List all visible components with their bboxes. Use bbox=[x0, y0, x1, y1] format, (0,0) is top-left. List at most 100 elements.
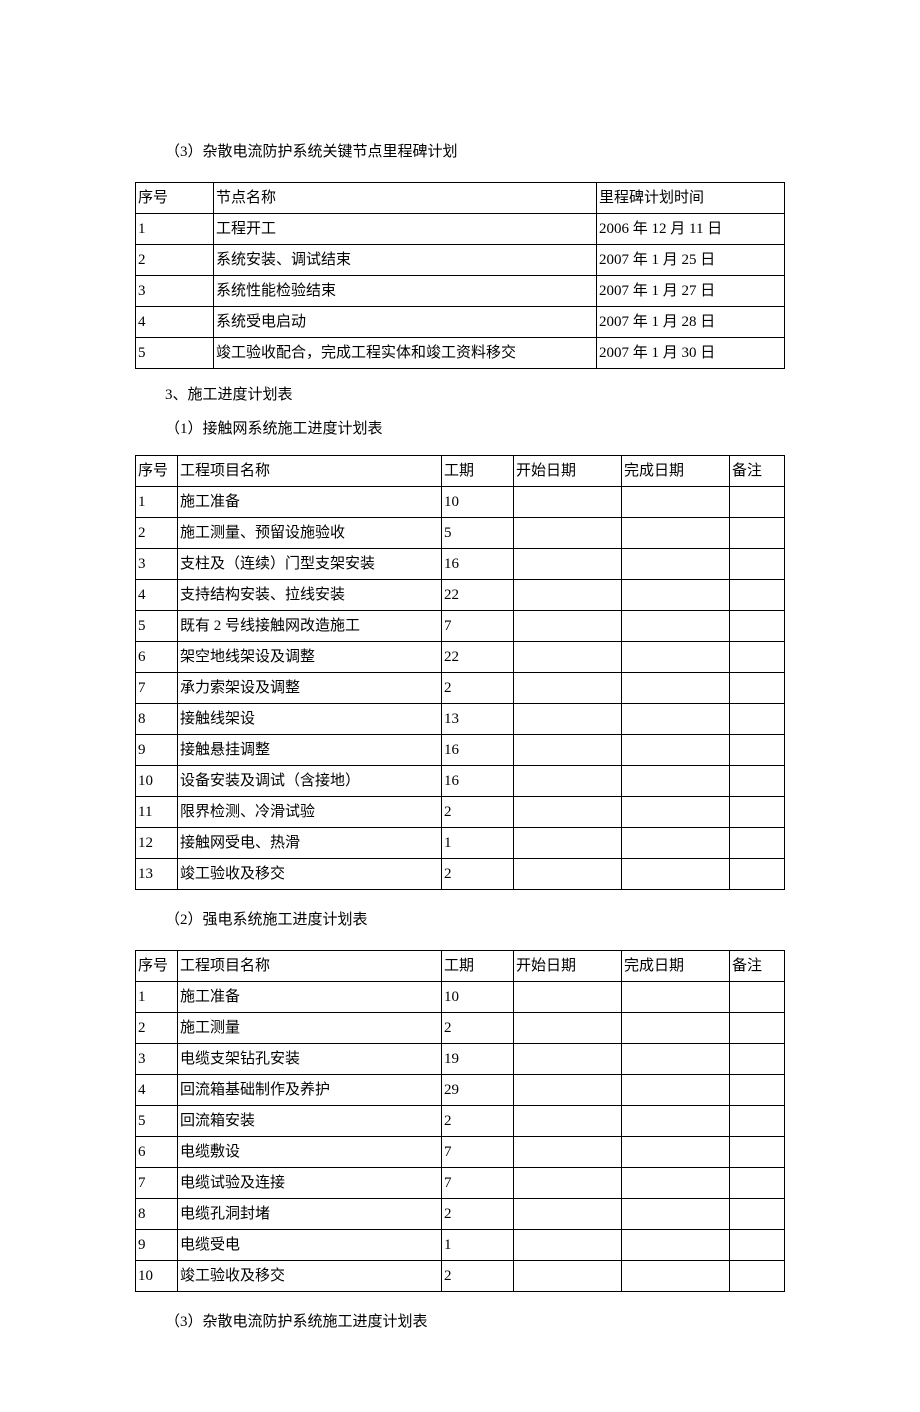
cell-start bbox=[514, 797, 622, 828]
cell-name: 接触网受电、热滑 bbox=[178, 828, 442, 859]
table-row: 3电缆支架钻孔安装19 bbox=[136, 1044, 785, 1075]
cell-time: 2007 年 1 月 27 日 bbox=[597, 276, 785, 307]
cell-name: 系统受电启动 bbox=[214, 307, 597, 338]
table-row: 8电缆孔洞封堵2 bbox=[136, 1199, 785, 1230]
cell-name: 设备安装及调试（含接地） bbox=[178, 766, 442, 797]
table-row: 1施工准备10 bbox=[136, 487, 785, 518]
cell-name: 竣工验收配合，完成工程实体和竣工资料移交 bbox=[214, 338, 597, 369]
cell-start bbox=[514, 1044, 622, 1075]
cell-seq: 5 bbox=[136, 1106, 178, 1137]
cell-end bbox=[622, 580, 730, 611]
header-seq: 序号 bbox=[136, 951, 178, 982]
cell-period: 1 bbox=[442, 828, 514, 859]
cell-seq: 3 bbox=[136, 276, 214, 307]
cell-end bbox=[622, 859, 730, 890]
cell-end bbox=[622, 1137, 730, 1168]
cell-period: 7 bbox=[442, 1168, 514, 1199]
cell-note bbox=[730, 1199, 785, 1230]
header-name: 节点名称 bbox=[214, 183, 597, 214]
cell-end bbox=[622, 982, 730, 1013]
table-row: 13竣工验收及移交2 bbox=[136, 859, 785, 890]
cell-seq: 10 bbox=[136, 1261, 178, 1292]
cell-note bbox=[730, 1168, 785, 1199]
cell-seq: 1 bbox=[136, 487, 178, 518]
cell-note bbox=[730, 611, 785, 642]
section-2-sub3-title: （3）杂散电流防护系统施工进度计划表 bbox=[135, 1310, 785, 1334]
cell-period: 7 bbox=[442, 611, 514, 642]
cell-end bbox=[622, 1013, 730, 1044]
cell-seq: 4 bbox=[136, 580, 178, 611]
table-row: 8接触线架设13 bbox=[136, 704, 785, 735]
cell-end bbox=[622, 797, 730, 828]
cell-name: 施工准备 bbox=[178, 487, 442, 518]
cell-start bbox=[514, 1168, 622, 1199]
cell-note bbox=[730, 1230, 785, 1261]
table-row: 7电缆试验及连接7 bbox=[136, 1168, 785, 1199]
cell-time: 2007 年 1 月 25 日 bbox=[597, 245, 785, 276]
cell-name: 限界检测、冷滑试验 bbox=[178, 797, 442, 828]
cell-period: 16 bbox=[442, 735, 514, 766]
table-row: 6电缆敷设7 bbox=[136, 1137, 785, 1168]
cell-period: 16 bbox=[442, 549, 514, 580]
cell-period: 10 bbox=[442, 982, 514, 1013]
cell-period: 2 bbox=[442, 859, 514, 890]
cell-note bbox=[730, 642, 785, 673]
table-row: 5竣工验收配合，完成工程实体和竣工资料移交2007 年 1 月 30 日 bbox=[136, 338, 785, 369]
cell-name: 接触悬挂调整 bbox=[178, 735, 442, 766]
cell-end bbox=[622, 518, 730, 549]
cell-note bbox=[730, 1137, 785, 1168]
section-2-sub2-title: （2）强电系统施工进度计划表 bbox=[135, 908, 785, 932]
cell-note bbox=[730, 1013, 785, 1044]
cell-period: 2 bbox=[442, 673, 514, 704]
cell-period: 22 bbox=[442, 642, 514, 673]
cell-name: 电缆敷设 bbox=[178, 1137, 442, 1168]
table-header-row: 序号 工程项目名称 工期 开始日期 完成日期 备注 bbox=[136, 951, 785, 982]
cell-start bbox=[514, 1261, 622, 1292]
cell-period: 2 bbox=[442, 1199, 514, 1230]
cell-seq: 3 bbox=[136, 1044, 178, 1075]
cell-end bbox=[622, 704, 730, 735]
cell-seq: 11 bbox=[136, 797, 178, 828]
table-row: 2施工测量2 bbox=[136, 1013, 785, 1044]
header-note: 备注 bbox=[730, 456, 785, 487]
table-row: 10竣工验收及移交2 bbox=[136, 1261, 785, 1292]
table-row: 2施工测量、预留设施验收5 bbox=[136, 518, 785, 549]
table-row: 1工程开工2006 年 12 月 11 日 bbox=[136, 214, 785, 245]
cell-seq: 10 bbox=[136, 766, 178, 797]
cell-seq: 7 bbox=[136, 673, 178, 704]
cell-period: 2 bbox=[442, 1013, 514, 1044]
table-row: 1施工准备10 bbox=[136, 982, 785, 1013]
cell-start bbox=[514, 1230, 622, 1261]
cell-period: 19 bbox=[442, 1044, 514, 1075]
cell-note bbox=[730, 1106, 785, 1137]
cell-start bbox=[514, 611, 622, 642]
cell-end bbox=[622, 487, 730, 518]
cell-end bbox=[622, 1168, 730, 1199]
cell-seq: 8 bbox=[136, 1199, 178, 1230]
table-row: 4系统受电启动2007 年 1 月 28 日 bbox=[136, 307, 785, 338]
cell-seq: 4 bbox=[136, 307, 214, 338]
header-period: 工期 bbox=[442, 951, 514, 982]
table-row: 3支柱及（连续）门型支架安装16 bbox=[136, 549, 785, 580]
cell-name: 接触线架设 bbox=[178, 704, 442, 735]
cell-name: 既有 2 号线接触网改造施工 bbox=[178, 611, 442, 642]
cell-period: 10 bbox=[442, 487, 514, 518]
cell-seq: 5 bbox=[136, 611, 178, 642]
table-row: 9接触悬挂调整16 bbox=[136, 735, 785, 766]
cell-seq: 2 bbox=[136, 1013, 178, 1044]
header-time: 里程碑计划时间 bbox=[597, 183, 785, 214]
cell-end bbox=[622, 1230, 730, 1261]
cell-start bbox=[514, 982, 622, 1013]
cell-note bbox=[730, 982, 785, 1013]
cell-name: 架空地线架设及调整 bbox=[178, 642, 442, 673]
cell-end bbox=[622, 828, 730, 859]
cell-seq: 3 bbox=[136, 549, 178, 580]
cell-end bbox=[622, 766, 730, 797]
cell-seq: 1 bbox=[136, 214, 214, 245]
table-row: 7承力索架设及调整2 bbox=[136, 673, 785, 704]
header-seq: 序号 bbox=[136, 183, 214, 214]
schedule-table-1: 序号 工程项目名称 工期 开始日期 完成日期 备注 1施工准备102施工测量、预… bbox=[135, 455, 785, 890]
cell-seq: 1 bbox=[136, 982, 178, 1013]
cell-period: 2 bbox=[442, 1106, 514, 1137]
cell-time: 2007 年 1 月 30 日 bbox=[597, 338, 785, 369]
